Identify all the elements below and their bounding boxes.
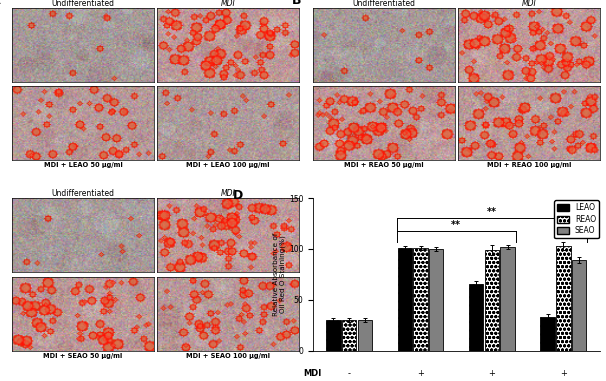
Title: Undifferentiated: Undifferentiated (52, 189, 115, 198)
Title: Undifferentiated: Undifferentiated (52, 0, 115, 8)
Bar (501, 247, 515, 351)
Legend: LEAO, REAO, SEAO: LEAO, REAO, SEAO (554, 200, 599, 238)
X-axis label: MDI + LEAO 100 μg/ml: MDI + LEAO 100 μg/ml (186, 162, 270, 168)
Text: +: + (417, 369, 424, 378)
Bar (541, 317, 555, 351)
Bar (342, 320, 356, 351)
Bar (485, 250, 499, 351)
Title: Undifferentiated: Undifferentiated (353, 0, 416, 8)
Bar (326, 320, 341, 351)
Bar (429, 249, 444, 351)
Bar (572, 260, 586, 351)
Bar (556, 246, 571, 351)
Text: -: - (348, 369, 351, 378)
Text: **: ** (487, 207, 497, 218)
Text: **: ** (451, 219, 461, 230)
X-axis label: MDI + REAO 50 μg/ml: MDI + REAO 50 μg/ml (344, 162, 424, 168)
Title: MDI: MDI (522, 0, 536, 8)
Bar (358, 320, 372, 351)
Bar (398, 248, 412, 351)
Title: MDI: MDI (221, 189, 235, 198)
Text: B: B (292, 0, 301, 7)
X-axis label: MDI + LEAO 50 μg/ml: MDI + LEAO 50 μg/ml (44, 162, 122, 168)
X-axis label: MDI + SEAO 100 μg/ml: MDI + SEAO 100 μg/ml (186, 352, 270, 359)
X-axis label: MDI + REAO 100 μg/ml: MDI + REAO 100 μg/ml (487, 162, 571, 168)
Y-axis label: Relative Absorbance of
Oil Red O Staining(%): Relative Absorbance of Oil Red O Stainin… (273, 233, 286, 316)
Text: +: + (560, 369, 567, 378)
Bar (413, 248, 428, 351)
Bar (469, 285, 484, 351)
X-axis label: MDI + SEAO 50 μg/ml: MDI + SEAO 50 μg/ml (44, 352, 123, 359)
Title: MDI: MDI (221, 0, 235, 8)
Text: D: D (233, 189, 243, 202)
Text: MDI: MDI (303, 369, 321, 378)
Text: +: + (488, 369, 495, 378)
